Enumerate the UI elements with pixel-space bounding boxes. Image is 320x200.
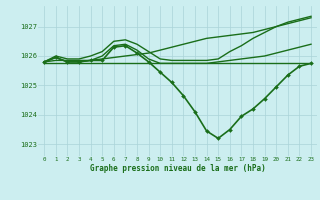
X-axis label: Graphe pression niveau de la mer (hPa): Graphe pression niveau de la mer (hPa) xyxy=(90,164,266,173)
